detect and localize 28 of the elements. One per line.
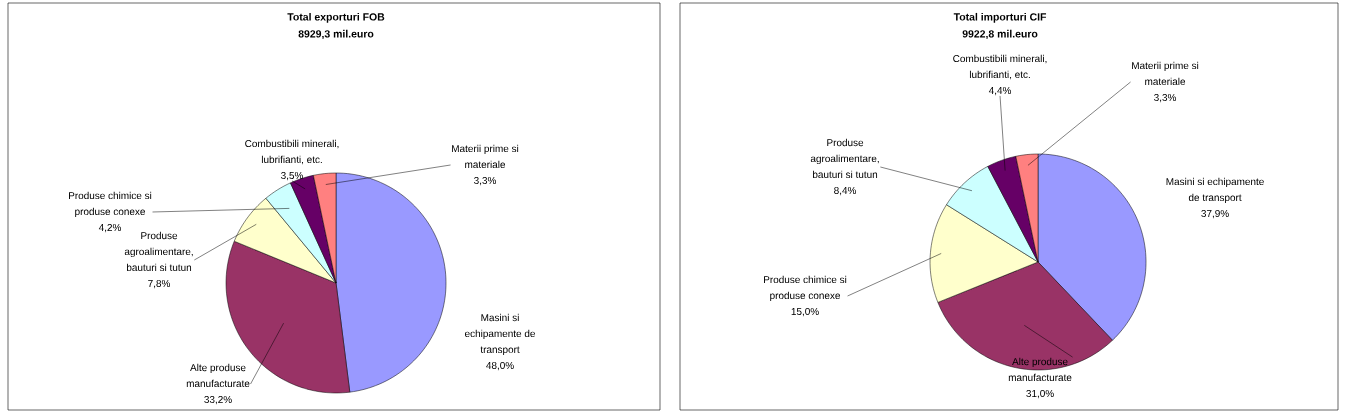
slice-label: Alte produse manufacturate	[186, 363, 250, 388]
data-label: 7,8%	[148, 279, 171, 289]
data-label: 4,4%	[988, 86, 1012, 96]
data-label: 15,0%	[791, 307, 819, 317]
chart-subtitle: 8929,3 mil.euro	[298, 29, 374, 40]
data-label: 31,0%	[1026, 389, 1054, 399]
chart-subtitle: 9922,8 mil.euro	[962, 29, 1038, 40]
chart-title: Total exporturi FOB	[287, 12, 385, 23]
data-label: 3,3%	[474, 176, 497, 186]
chart-title: Total importuri CIF	[953, 12, 1047, 23]
slice-label: Materii prime si materiale	[452, 144, 519, 169]
data-label: 33,2%	[204, 395, 232, 405]
slice-label: Masini si echipamente de transport	[1166, 177, 1264, 204]
data-label: 4,2%	[98, 223, 122, 233]
data-label: 8,4%	[834, 186, 857, 196]
slice-label: Produse chimice si produse conexe	[764, 275, 847, 302]
data-label: 48,0%	[486, 361, 514, 371]
slice-label: Alte produse manufacturate	[1008, 357, 1072, 382]
slice-label: Produse chimice si produse conexe	[69, 191, 152, 218]
data-label: 3,5%	[281, 171, 304, 181]
slice-label: Combustibili minerali, lubrifianti, etc.	[245, 139, 339, 165]
slice-label: Materii prime si materiale	[1132, 61, 1199, 86]
slice-label: Produse agroalimentare, bauturi si tutun	[124, 231, 193, 272]
slice-label: Combustibili minerali, lubrifianti, etc.	[953, 54, 1047, 80]
slice-label: Produse agroalimentare, bauturi si tutun	[810, 138, 879, 179]
data-label: 3,3%	[1154, 93, 1177, 103]
slice-label: Masini si echipamente de transport	[464, 313, 535, 355]
data-label: 37,9%	[1201, 209, 1229, 219]
